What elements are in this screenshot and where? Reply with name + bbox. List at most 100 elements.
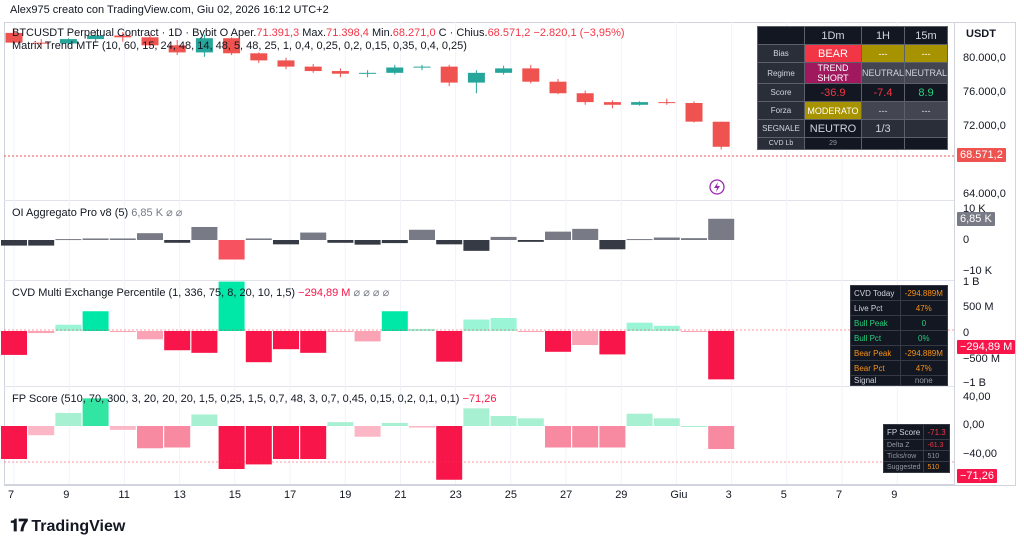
mtf-cell: -36.9 <box>804 83 862 102</box>
cvd-table-value: -294.889M <box>899 345 949 361</box>
cvd-bar <box>599 331 626 355</box>
cvd-bar <box>245 331 272 363</box>
cvd-bar <box>354 331 381 342</box>
fp-bar <box>381 422 408 426</box>
ohlc-change: −2.820,1 (−3,95%) <box>533 27 625 39</box>
fp-bar <box>436 426 463 480</box>
candle <box>631 102 649 105</box>
cvd-bar <box>517 331 544 332</box>
main-legend[interactable]: BTCUSDT Perpetual Contract · 1D · Bybit … <box>12 27 625 39</box>
time-axis-label: Giu <box>670 489 688 501</box>
eye-icon[interactable]: ⌀ ⌀ ⌀ ⌀ <box>353 287 390 299</box>
fp-tick: 0,00 <box>963 419 985 431</box>
fp-bar <box>1 426 27 460</box>
mtf-row-label: Regime <box>757 62 805 84</box>
ohlc-low: 68.271,0 <box>392 27 436 39</box>
fp-value: −71,26 <box>462 393 497 405</box>
fp-bar <box>490 416 517 426</box>
oi-legend[interactable]: OI Aggregato Pro v8 (5) 6,85 K ⌀ ⌀ <box>12 206 182 219</box>
time-axis-label: 17 <box>284 489 297 501</box>
fp-bar <box>28 426 55 436</box>
candle <box>331 71 349 74</box>
oi-bar <box>517 240 544 242</box>
time-axis-label: 9 <box>63 489 70 501</box>
fp-bar <box>599 426 626 448</box>
oi-bar <box>572 228 599 240</box>
price-tick: 80.000,0 <box>963 52 1006 64</box>
candle <box>440 66 458 83</box>
ohlc-open: 71.391,3 <box>256 27 300 39</box>
mtf-row-label: SEGNALE <box>757 119 805 138</box>
mtf-header: 1Dm <box>804 26 862 45</box>
candle <box>467 72 485 83</box>
fp-value-tag: −71,26 <box>957 469 997 483</box>
cvd-bar <box>626 322 653 331</box>
eye-icon[interactable]: ⌀ ⌀ <box>166 207 183 219</box>
oi-bar <box>1 240 27 246</box>
currency-label: USDT <box>966 28 996 40</box>
pane-separator[interactable] <box>4 280 954 281</box>
oi-bar <box>653 237 680 240</box>
fp-bar <box>409 426 435 428</box>
cvd-tick: 500 M <box>963 301 994 313</box>
mtf-cell: 1/3 <box>860 119 905 138</box>
fp-bar <box>708 426 735 450</box>
fp-bar <box>300 426 327 460</box>
cvd-bars-layer <box>1 281 735 380</box>
fp-table-label: Delta Z <box>882 439 925 451</box>
pane-separator[interactable] <box>4 200 954 201</box>
ohlc-open-label: Aper. <box>230 27 257 39</box>
fp-bar <box>191 414 218 426</box>
oi-bar <box>436 240 463 245</box>
cvd-legend[interactable]: CVD Multi Exchange Percentile (1, 336, 7… <box>12 286 389 299</box>
cvd-bar <box>191 331 218 353</box>
oi-bar <box>490 236 517 240</box>
indicator-matrix-trend[interactable]: Matrix Trend MTF (10, 60, 15, 24, 48, 14… <box>12 40 467 52</box>
candle <box>712 121 730 147</box>
oi-bar <box>381 240 408 244</box>
oi-bar <box>463 240 490 251</box>
cvd-table-label: CVD Today <box>850 285 901 301</box>
price-axis-column[interactable] <box>954 22 1017 486</box>
time-axis-label: 13 <box>173 489 186 501</box>
time-axis-label: 15 <box>228 489 242 501</box>
fp-table: FP Score -71.3 Delta Z -61.3 Ticks/row 510 … <box>882 424 950 473</box>
oi-bar <box>191 226 218 240</box>
fp-bar <box>463 408 490 426</box>
tradingview-logo[interactable]: 𝟏𝟕 TradingView <box>10 516 126 535</box>
cvd-table-label: Bear Peak <box>850 345 901 361</box>
oi-bar <box>218 240 245 260</box>
cvd-table-label: Bear Pct <box>850 360 901 376</box>
fp-bar <box>55 412 82 426</box>
oi-bar <box>137 233 163 240</box>
cvd-bar <box>164 331 191 351</box>
fp-title: FP Score (510, 70, 300, 3, 20, 20, 20, 1… <box>12 393 460 405</box>
oi-bar <box>409 229 435 240</box>
fp-bar <box>164 426 191 448</box>
mtf-row-label: Score <box>757 83 805 102</box>
oi-tick: −10 K <box>963 265 993 277</box>
cvd-bar <box>218 281 245 331</box>
fp-bars-layer <box>1 398 735 480</box>
oi-bar <box>708 218 735 240</box>
candle <box>141 37 159 46</box>
candle <box>386 67 404 73</box>
fp-bar <box>681 426 707 427</box>
candle <box>603 102 621 105</box>
cvd-bar <box>273 331 299 350</box>
oi-title: OI Aggregato Pro v8 (5) <box>12 207 129 219</box>
candle <box>168 45 186 53</box>
time-axis-label: 3 <box>725 489 732 501</box>
mtf-row-label: CVD Lb <box>757 137 805 150</box>
mtf-cell: NEUTRO <box>804 119 862 138</box>
fp-legend[interactable]: FP Score (510, 70, 300, 3, 20, 20, 20, 1… <box>12 393 496 405</box>
fp-bar <box>137 426 163 449</box>
pane-separator[interactable] <box>4 386 954 387</box>
mtf-cell: --- <box>903 101 949 120</box>
mtf-cell: NEUTRAL <box>860 62 905 84</box>
cvd-bar <box>436 331 463 362</box>
candle <box>87 35 105 40</box>
oi-bar <box>354 240 381 245</box>
time-axis-label: 25 <box>504 489 518 501</box>
